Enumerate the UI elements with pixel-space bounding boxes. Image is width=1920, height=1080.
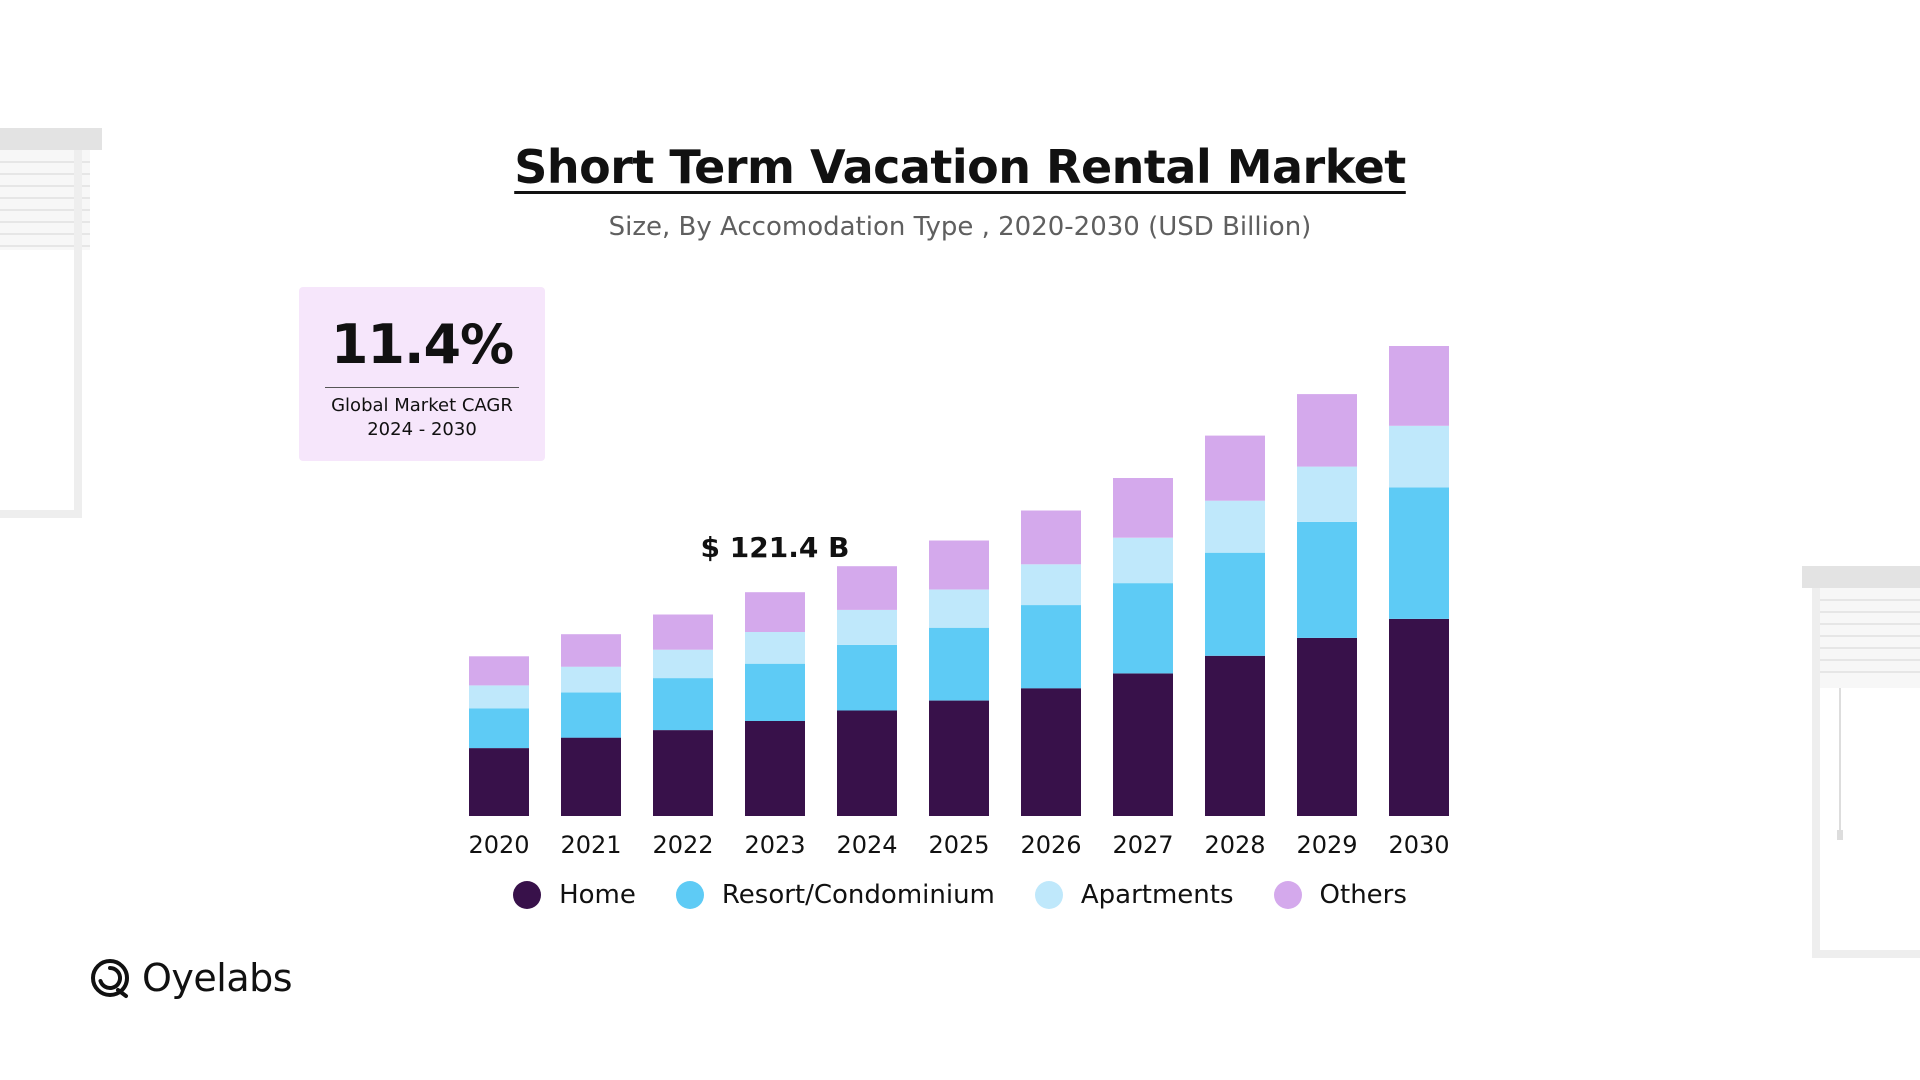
legend-swatch-apartments bbox=[1034, 881, 1063, 909]
legend-label-home: Home bbox=[559, 880, 636, 910]
bar-2029-resort bbox=[1297, 521, 1357, 638]
cagr-label: Global Market CAGR bbox=[331, 395, 513, 416]
legend-item-home: Home bbox=[513, 880, 636, 910]
x-tick-label-2021: 2021 bbox=[560, 831, 621, 859]
legend-label-others: Others bbox=[1319, 880, 1407, 910]
bar-2021-resort bbox=[561, 692, 621, 738]
brand-name: Oyelabs bbox=[142, 956, 293, 1000]
x-tick-label-2029: 2029 bbox=[1296, 831, 1357, 859]
legend-item-apartments: Apartments bbox=[1034, 880, 1234, 910]
x-tick-label-2030: 2030 bbox=[1388, 831, 1449, 859]
legend-label-resort: Resort/Condominium bbox=[721, 880, 995, 910]
x-tick-label-2020: 2020 bbox=[468, 831, 529, 859]
data-label-2023-total: $ 121.4 B bbox=[701, 531, 850, 564]
chart-legend: Home Resort/Condominium Apartments Other… bbox=[0, 880, 1920, 910]
x-tick-label-2028: 2028 bbox=[1204, 831, 1265, 859]
bar-2027-others bbox=[1113, 478, 1173, 538]
oyelabs-logo-icon bbox=[91, 959, 129, 998]
bar-2025-resort bbox=[929, 627, 989, 701]
bar-2028-others bbox=[1205, 435, 1265, 501]
bar-2022-others bbox=[653, 614, 713, 650]
bar-2026-resort bbox=[1021, 605, 1081, 689]
bar-2023-apartments bbox=[745, 632, 805, 664]
x-tick-label-2024: 2024 bbox=[836, 831, 897, 859]
bar-2029-home bbox=[1297, 637, 1357, 816]
cagr-divider bbox=[325, 387, 519, 388]
bar-2021-apartments bbox=[561, 666, 621, 693]
x-tick-label-2026: 2026 bbox=[1020, 831, 1081, 859]
bar-2025-home bbox=[929, 700, 989, 816]
legend-item-others: Others bbox=[1273, 880, 1407, 910]
x-tick-label-2027: 2027 bbox=[1112, 831, 1173, 859]
bar-2023-others bbox=[745, 592, 805, 632]
legend-swatch-resort bbox=[675, 881, 704, 909]
cagr-callout: 11.4% Global Market CAGR 2024 - 2030 bbox=[299, 287, 545, 461]
x-tick-label-2025: 2025 bbox=[928, 831, 989, 859]
brand-logo: Oyelabs bbox=[88, 956, 293, 1000]
bar-2028-home bbox=[1205, 655, 1265, 816]
bar-2020-home bbox=[469, 748, 529, 816]
bar-2026-apartments bbox=[1021, 564, 1081, 605]
bar-2026-others bbox=[1021, 510, 1081, 565]
bar-2028-apartments bbox=[1205, 500, 1265, 553]
bar-2022-apartments bbox=[653, 649, 713, 679]
bar-2020-apartments bbox=[469, 685, 529, 709]
bar-2020-resort bbox=[469, 708, 529, 749]
bar-2022-home bbox=[653, 730, 713, 816]
bar-2030-resort bbox=[1389, 487, 1449, 619]
bar-2021-home bbox=[561, 737, 621, 816]
legend-swatch-others bbox=[1273, 881, 1302, 909]
legend-item-resort: Resort/Condominium bbox=[675, 880, 995, 910]
bar-2024-home bbox=[837, 710, 897, 816]
bar-2030-apartments bbox=[1389, 425, 1449, 488]
bar-2023-home bbox=[745, 721, 805, 816]
bar-2026-home bbox=[1021, 688, 1081, 816]
cagr-period: 2024 - 2030 bbox=[367, 419, 477, 440]
bar-2027-apartments bbox=[1113, 537, 1173, 584]
bar-2028-resort bbox=[1205, 552, 1265, 656]
bar-2021-others bbox=[561, 634, 621, 667]
bar-2024-resort bbox=[837, 644, 897, 711]
bar-2030-home bbox=[1389, 618, 1449, 816]
cagr-value: 11.4% bbox=[330, 313, 514, 376]
bar-2029-others bbox=[1297, 394, 1357, 467]
bar-2020-others bbox=[469, 656, 529, 686]
window-blind-left-decoration bbox=[0, 128, 102, 518]
window-blind-right-decoration bbox=[1802, 566, 1920, 958]
bar-2024-apartments bbox=[837, 609, 897, 645]
chart-title: Short Term Vacation Rental Market bbox=[514, 140, 1406, 194]
bar-2027-resort bbox=[1113, 583, 1173, 674]
legend-label-apartments: Apartments bbox=[1080, 880, 1234, 910]
x-tick-label-2023: 2023 bbox=[744, 831, 805, 859]
bar-2024-others bbox=[837, 566, 897, 610]
bar-2025-apartments bbox=[929, 589, 989, 628]
bar-2029-apartments bbox=[1297, 466, 1357, 522]
chart-subtitle: Size, By Accomodation Type , 2020-2030 (… bbox=[608, 212, 1312, 242]
legend-swatch-home bbox=[513, 881, 542, 909]
bar-2022-resort bbox=[653, 678, 713, 731]
bar-2023-resort bbox=[745, 663, 805, 721]
bar-2027-home bbox=[1113, 673, 1173, 816]
bar-2025-others bbox=[929, 540, 989, 590]
bar-2030-others bbox=[1389, 346, 1449, 426]
x-tick-label-2022: 2022 bbox=[652, 831, 713, 859]
